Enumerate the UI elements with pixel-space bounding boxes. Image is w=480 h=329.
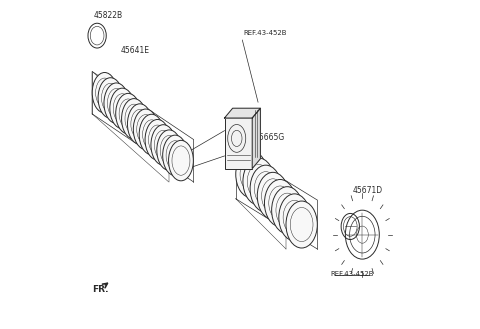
Ellipse shape (98, 78, 123, 118)
Ellipse shape (92, 72, 117, 113)
Ellipse shape (286, 201, 317, 248)
Ellipse shape (139, 114, 164, 155)
FancyBboxPatch shape (225, 118, 252, 168)
Ellipse shape (279, 194, 310, 241)
Ellipse shape (236, 151, 267, 198)
Ellipse shape (121, 99, 146, 139)
Text: FR.: FR. (93, 285, 109, 293)
Ellipse shape (104, 83, 129, 123)
Ellipse shape (133, 109, 158, 149)
Ellipse shape (110, 88, 134, 129)
Text: 45822B: 45822B (94, 11, 123, 20)
Polygon shape (252, 108, 260, 168)
Ellipse shape (257, 172, 288, 219)
Ellipse shape (264, 180, 296, 226)
Text: 45641E: 45641E (121, 46, 150, 55)
Ellipse shape (250, 165, 281, 212)
Ellipse shape (145, 119, 170, 160)
Ellipse shape (157, 130, 181, 170)
Text: 45671D: 45671D (352, 187, 383, 195)
Ellipse shape (272, 187, 303, 234)
Text: 45665G: 45665G (255, 133, 285, 142)
Ellipse shape (128, 104, 152, 144)
Polygon shape (225, 108, 260, 118)
Ellipse shape (243, 158, 274, 205)
Ellipse shape (116, 93, 141, 134)
Ellipse shape (168, 140, 193, 181)
Ellipse shape (151, 125, 176, 165)
Ellipse shape (163, 135, 188, 176)
Text: REF.43-452B: REF.43-452B (330, 270, 373, 276)
Text: REF.43-452B: REF.43-452B (243, 30, 287, 36)
